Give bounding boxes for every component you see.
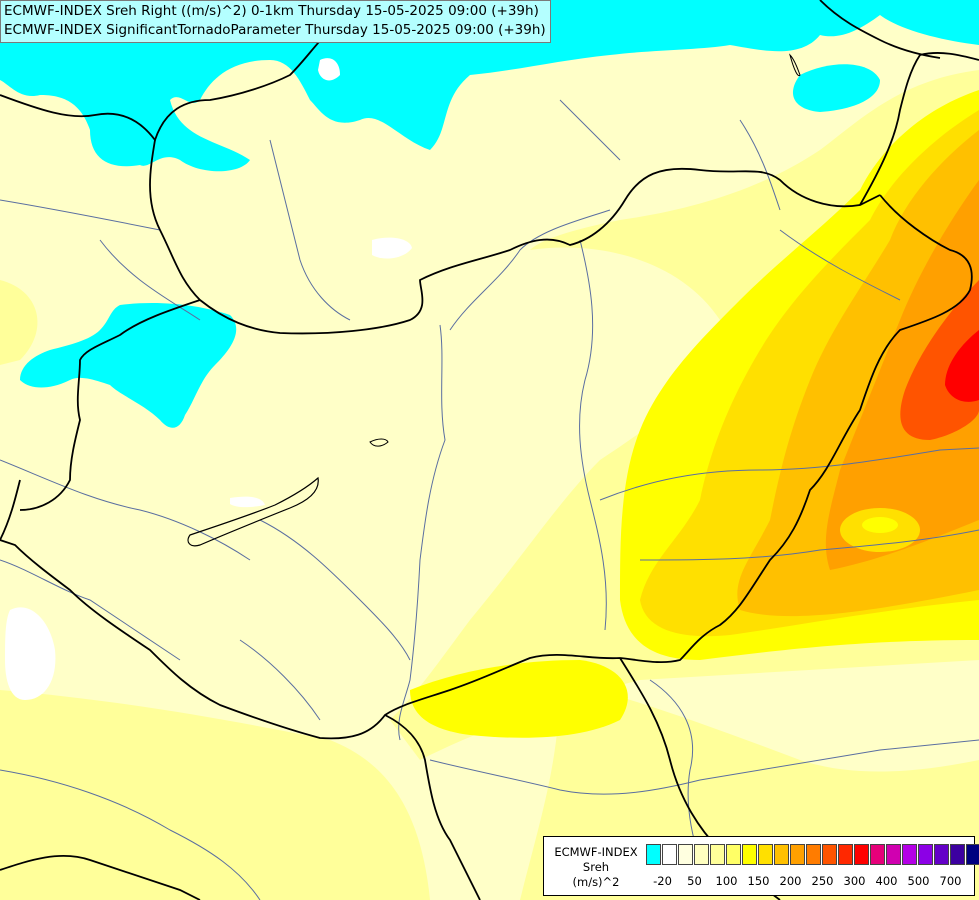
field-white-north [372,237,412,259]
legend-swatch [966,844,979,865]
legend-swatch [934,844,949,865]
legend-swatch [918,844,933,865]
legend-tick-label: 150 [747,874,770,888]
legend-swatch [806,844,821,865]
field-red [945,330,979,402]
legend-swatch [662,844,677,865]
legend-swatch [758,844,773,865]
lake-small [369,438,389,447]
legend-swatch [646,844,661,865]
legend-ticks: -20 50 100 150 200 250 300 400 500 700 [646,874,972,890]
legend-swatch [822,844,837,865]
legend-unit: (m/s)^2 [572,875,620,889]
legend-swatch [886,844,901,865]
lake-balaton [187,476,319,547]
legend-swatch [678,844,693,865]
field-white-mid [230,496,265,508]
legend-swatch [838,844,853,865]
legend-tick-label: 300 [843,874,866,888]
field-white-north2 [318,58,340,81]
legend-tick-label: 50 [687,874,702,888]
title-line-sreh: ECMWF-INDEX Sreh Right ((m/s)^2) 0-1km T… [4,3,539,19]
color-legend: ECMWF-INDEX Sreh (m/s)^2 -20 50 100 150 200 2… [543,836,979,896]
map-title-box: ECMWF-INDEX Sreh Right ((m/s)^2) 0-1km T… [0,0,551,43]
field-yellow-south [410,660,628,738]
legend-parameter: Sreh [582,860,610,874]
legend-tick-label: 400 [875,874,898,888]
legend-tick-label: 700 [939,874,962,888]
field-cyan-west [20,303,237,428]
field-dark-orange [825,180,979,570]
legend-swatch [790,844,805,865]
legend-swatch [950,844,965,865]
legend-tick-label: 100 [715,874,738,888]
legend-tick-label: 500 [907,874,930,888]
field-inner-yellow [862,517,898,533]
field-light-yellow-west [0,280,38,365]
legend-swatch [902,844,917,865]
field-light-yellow-south [0,690,430,900]
title-line-stp: ECMWF-INDEX SignificantTornadoParameter … [4,22,546,38]
lake-ne [789,53,801,77]
legend-tick-label: -20 [653,874,672,888]
field-cyan-north-east [792,64,880,112]
legend-model: ECMWF-INDEX [554,845,638,859]
legend-tick-label: 250 [811,874,834,888]
legend-swatch [854,844,869,865]
legend-swatch [694,844,709,865]
legend-swatches [646,844,979,865]
legend-swatch [710,844,725,865]
legend-tick-label: 200 [779,874,802,888]
legend-swatch [774,844,789,865]
legend-swatch [870,844,885,865]
rivers [0,99,979,900]
legend-swatch [742,844,757,865]
legend-title: ECMWF-INDEX Sreh (m/s)^2 [548,845,644,890]
field-white-west [5,607,56,700]
legend-swatch [726,844,741,865]
